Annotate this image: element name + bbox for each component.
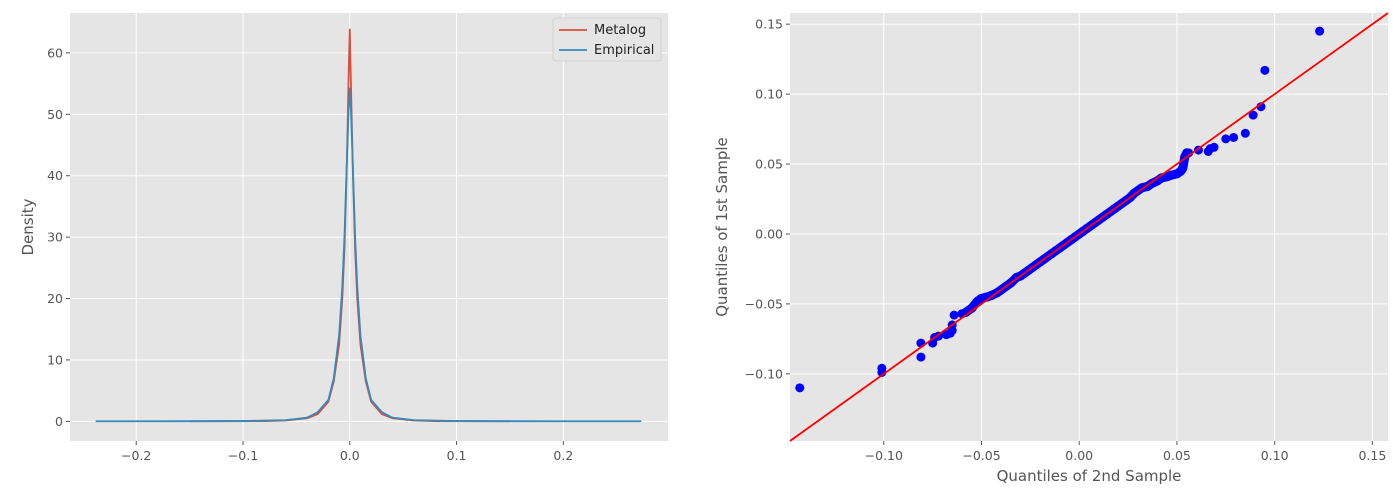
qq-point bbox=[795, 383, 805, 393]
qq-point bbox=[1248, 110, 1258, 120]
density-ylabel: Density bbox=[19, 198, 37, 255]
density-legend: Metalog Empirical bbox=[552, 17, 662, 62]
qq-tick-labels: −0.10 −0.05 0.00 0.05 0.10 0.15 −0.10 −0.05 0.00… bbox=[745, 17, 1387, 463]
qq-x-tick-label: −0.10 bbox=[865, 448, 903, 463]
density-series bbox=[95, 28, 642, 423]
density-series-empirical bbox=[95, 87, 642, 423]
qq-x-tick-label: 0.05 bbox=[1163, 448, 1191, 463]
density-x-tick-label: 0.0 bbox=[340, 448, 360, 463]
density-plot-area bbox=[70, 13, 668, 441]
qq-point bbox=[916, 352, 926, 362]
qq-y-tick-label: 0.15 bbox=[755, 17, 783, 32]
qq-chart: −0.10 −0.05 0.00 0.05 0.10 0.15 −0.10 −0.05 0.00… bbox=[713, 12, 1389, 485]
density-y-tick-label: 10 bbox=[47, 352, 63, 367]
qq-point bbox=[949, 310, 959, 320]
qq-x-tick-label: 0.15 bbox=[1358, 448, 1386, 463]
legend-label-metalog: Metalog bbox=[594, 23, 646, 38]
qq-y-tick-label: −0.10 bbox=[745, 366, 783, 381]
qq-x-tick-label: −0.05 bbox=[962, 448, 1000, 463]
density-y-tick-label: 50 bbox=[47, 107, 63, 122]
qq-point bbox=[1240, 128, 1250, 138]
density-y-tick-label: 20 bbox=[47, 291, 63, 306]
density-y-tick-label: 0 bbox=[55, 414, 63, 429]
qq-x-tick-label: 0.00 bbox=[1065, 448, 1093, 463]
qq-xlabel: Quantiles of 2nd Sample bbox=[997, 467, 1182, 485]
qq-point-band bbox=[1180, 148, 1192, 162]
qq-y-tick-label: 0.00 bbox=[755, 226, 783, 241]
density-y-tick-label: 60 bbox=[47, 45, 63, 60]
density-y-tick-label: 40 bbox=[47, 168, 63, 183]
qq-reference-line-group bbox=[789, 12, 1389, 442]
qq-point bbox=[1221, 134, 1231, 144]
qq-point bbox=[1209, 142, 1219, 152]
qq-point bbox=[1229, 132, 1239, 142]
density-x-tick-label: 0.1 bbox=[447, 448, 467, 463]
qq-y-tick-label: 0.05 bbox=[755, 157, 783, 172]
qq-y-tick-label: −0.05 bbox=[745, 296, 783, 311]
density-y-tick-label: 30 bbox=[47, 230, 63, 245]
qq-reference-line bbox=[789, 12, 1389, 442]
qq-x-tick-label: 0.10 bbox=[1261, 448, 1289, 463]
legend-label-empirical: Empirical bbox=[594, 43, 654, 58]
qq-ylabel: Quantiles of 1st Sample bbox=[713, 137, 731, 317]
density-x-tick-label: −0.2 bbox=[121, 448, 151, 463]
qq-point bbox=[1315, 26, 1325, 36]
qq-y-tick-label: 0.10 bbox=[755, 87, 783, 102]
density-series-metalog bbox=[189, 28, 510, 423]
density-x-tick-label: −0.1 bbox=[228, 448, 258, 463]
qq-gridlines bbox=[790, 13, 1388, 441]
density-x-tick-label: 0.2 bbox=[553, 448, 573, 463]
density-tick-labels: −0.2 −0.1 0.0 0.1 0.2 0 10 20 30 40 50 60 bbox=[47, 45, 573, 463]
qq-point bbox=[1260, 65, 1270, 75]
density-chart: −0.2 −0.1 0.0 0.1 0.2 0 10 20 30 40 50 60 Density M… bbox=[19, 13, 668, 463]
qq-point bbox=[877, 363, 887, 373]
